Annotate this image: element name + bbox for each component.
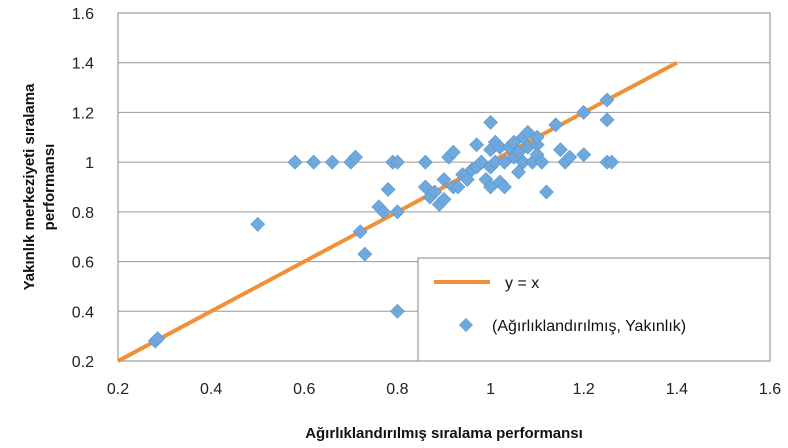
x-tick-label: 1.2 [573,381,595,398]
legend-swatch-point [458,317,474,333]
x-tick-label: 1 [486,381,495,398]
data-point [576,105,592,120]
data-point [348,149,363,165]
data-point [599,92,615,108]
data-point [390,303,405,319]
data-point [436,192,452,207]
data-point [417,154,433,170]
data-point [390,154,405,170]
x-tick-label: 1.6 [759,381,781,398]
data-point [427,184,443,200]
data-point [553,142,568,158]
x-tick-label: 0.2 [107,381,129,398]
x-tick-label: 0.6 [293,381,315,398]
data-point [529,129,545,145]
data-point [450,179,466,195]
data-point [436,172,452,187]
data-point [287,154,303,170]
data-point [539,184,554,200]
data-point [306,154,322,170]
data-point [548,117,564,133]
data-point [511,164,526,180]
y-axis-label-line1: Yakınlık merkeziyeti sıralama [21,83,38,290]
y-tick-label: 0.8 [72,205,94,222]
y-axis-label: Yakınlık merkeziyeti sıralama performansı [21,83,58,290]
x-tick-labels: 0.2 0.4 0.6 0.8 1 1.2 1.4 1.6 [107,381,781,398]
data-point [376,204,391,220]
data-point [445,144,461,160]
y-tick-label: 1.4 [72,56,94,73]
y-tick-label: 0.6 [72,255,94,272]
data-point [380,182,396,197]
data-point [357,246,373,262]
y-tick-label: 1.2 [72,105,94,122]
x-tick-label: 0.8 [386,381,408,398]
x-tick-label: 1.4 [666,381,688,398]
y-tick-label: 0.4 [72,304,94,321]
data-point [324,154,340,170]
y-tick-label: 1 [85,155,94,172]
x-tick-label: 0.4 [200,381,222,398]
scatter-points [147,92,620,349]
data-point [576,147,592,163]
data-point [250,216,266,232]
x-axis-label: Ağırlıklandırılmış sıralama performansı [305,425,583,442]
data-point [390,204,405,220]
data-point [150,331,166,347]
data-point [459,172,475,187]
data-point [469,137,485,153]
data-point [562,149,578,165]
y-axis-label-line2: performansı [41,144,58,231]
y-tick-labels: 0.2 0.4 0.6 0.8 1 1.2 1.4 1.6 [72,6,94,371]
legend-box [417,257,771,362]
data-point [604,154,620,170]
y-tick-label: 0.2 [72,354,94,371]
legend-label-points: (Ağırlıklandırılmış, Yakınlık) [492,318,686,335]
data-point [483,114,498,130]
y-tick-label: 1.6 [72,6,94,23]
legend-label-line: y = x [505,275,539,292]
data-point [599,112,615,128]
legend: y = x (Ağırlıklandırılmış, Yakınlık) [417,257,771,362]
data-point [534,154,550,170]
data-point [352,224,368,240]
data-point [497,179,512,195]
